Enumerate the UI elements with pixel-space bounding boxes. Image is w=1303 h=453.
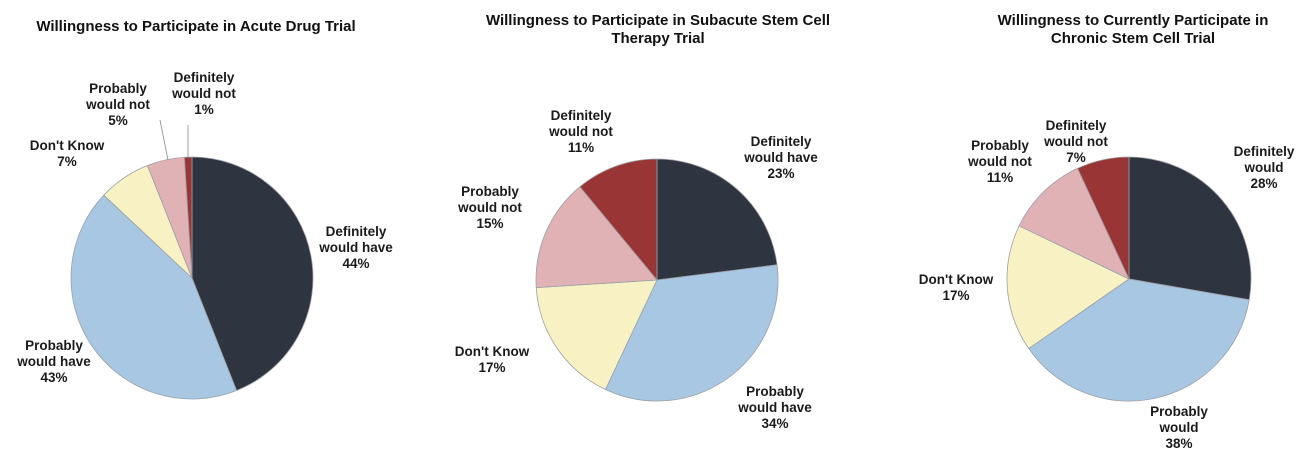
slice-label: Definitely would have 44%: [318, 224, 393, 271]
slice-label: Definitely would not 7%: [1043, 118, 1108, 165]
leader-line: [159, 119, 169, 161]
pie-slice-definitely-would-not: [1077, 156, 1130, 280]
slice-label: Probably would have 43%: [16, 338, 91, 385]
pie-slice-don-t-know: [535, 279, 658, 391]
pie-chart-3: Definitely would 28% Probably would 38% Don't …: [919, 118, 1295, 451]
slice-label: Probably would not 5%: [85, 81, 150, 128]
slice-label: Probably would 38%: [1150, 404, 1208, 451]
chart-1-title: Willingness to Participate in Acute Drug…: [36, 18, 356, 35]
slice-label: Definitely would have 23%: [743, 134, 818, 181]
slice-label: Don't Know 17%: [919, 272, 994, 303]
pie-slice-probably-would-not: [1018, 167, 1130, 280]
pie-slice-don-t-know: [1006, 225, 1130, 350]
pie-slice-definitely-would-not: [579, 158, 658, 282]
slice-label: Probably would have 34%: [737, 384, 812, 431]
pie-chart-2: Definitely would have 23% Probably would hav…: [455, 108, 818, 431]
pie-chart-1: Definitely would have 44% Probably would hav…: [16, 70, 393, 400]
pie-slice-probably-would-have: [70, 194, 238, 400]
slice-label: Probably would not 15%: [457, 184, 522, 231]
pie-slice-probably-would: [1028, 278, 1250, 402]
slice-label: Don't Know 17%: [455, 344, 530, 375]
pie-slice-probably-would-have: [604, 264, 779, 402]
slice-label: Definitely would not 11%: [548, 108, 613, 155]
pie-slice-probably-would-not: [535, 186, 658, 289]
pie-slice-definitely-would: [1128, 156, 1252, 301]
chart-3-title: Willingness to Currently Participate in …: [997, 12, 1269, 47]
slice-label: Definitely would 28%: [1234, 144, 1295, 191]
slice-label: Don't Know 7%: [30, 138, 105, 169]
slice-label: Probably would not 11%: [967, 138, 1032, 185]
chart-2-title: Willingness to Participate in Subacute S…: [485, 12, 831, 47]
pie-slice-definitely-would-have: [656, 158, 778, 281]
pie-slice-definitely-would-have: [191, 156, 314, 392]
slice-label: Definitely would not 1%: [171, 70, 236, 117]
